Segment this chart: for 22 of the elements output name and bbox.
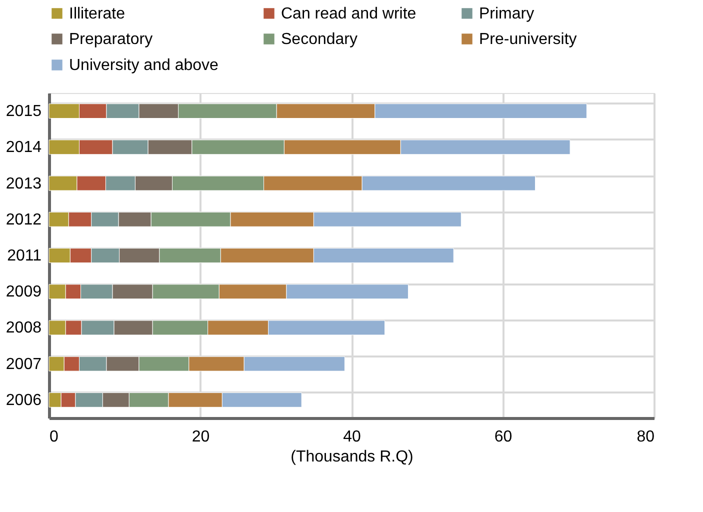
x-tick-label: 80 <box>636 428 655 446</box>
legend-label: Primary <box>479 5 534 22</box>
x-tick-label: 60 <box>494 428 512 446</box>
x-tick-label: 20 <box>192 428 210 446</box>
y-tick-label: 2012 <box>6 211 42 228</box>
x-tick-label: 40 <box>343 428 361 446</box>
y-tick-label: 2009 <box>6 284 42 301</box>
y-tick-label: 2013 <box>6 175 42 192</box>
legend-label: University and above <box>69 57 219 74</box>
legend-label: Can read and write <box>281 5 416 22</box>
legend-label: Secondary <box>281 31 358 48</box>
x-axis-title: (Thousands R.Q) <box>290 448 414 466</box>
y-tick-label: 2007 <box>6 356 42 373</box>
y-tick-label: 2011 <box>7 248 42 264</box>
legend-label: Pre-university <box>479 31 577 48</box>
y-tick-label: 2015 <box>6 103 42 120</box>
legend-label: Illiterate <box>69 5 126 22</box>
y-tick-label: 2008 <box>6 320 42 337</box>
y-tick-label: 2006 <box>6 392 42 409</box>
legend-label: Preparatory <box>69 31 153 48</box>
y-tick-label: 2014 <box>6 139 42 156</box>
x-tick-label: 0 <box>50 428 58 446</box>
